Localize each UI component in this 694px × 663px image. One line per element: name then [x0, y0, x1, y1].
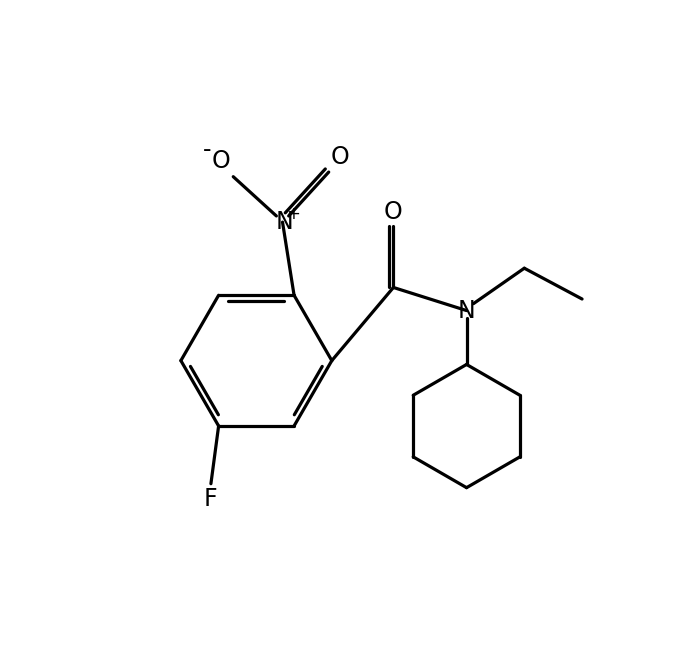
Text: N: N [276, 210, 293, 234]
Text: -: - [203, 139, 211, 162]
Text: O: O [384, 200, 403, 224]
Text: F: F [204, 487, 218, 511]
Text: +: + [287, 205, 301, 223]
Text: N: N [457, 298, 475, 323]
Text: O: O [331, 145, 350, 168]
Text: O: O [212, 149, 230, 172]
